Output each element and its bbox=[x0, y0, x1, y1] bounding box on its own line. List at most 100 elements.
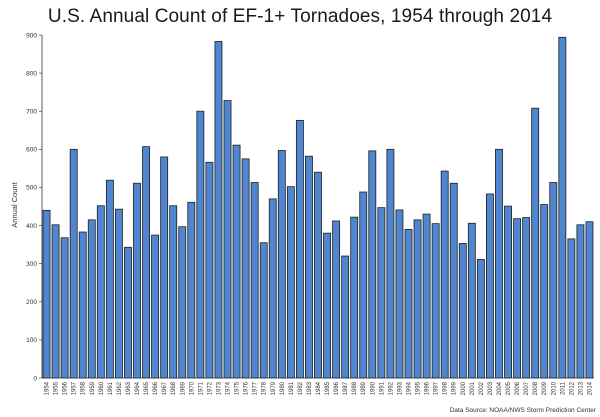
bar-1984 bbox=[314, 171, 322, 379]
x-tick-label: 1976 bbox=[244, 381, 250, 395]
chart-title: U.S. Annual Count of EF-1+ Tornadoes, 19… bbox=[47, 6, 553, 27]
x-tick-label: 1986 bbox=[334, 381, 340, 395]
x-tick-label: 1967 bbox=[162, 381, 168, 395]
x-tick-label: 1955 bbox=[54, 381, 60, 395]
bar-1958 bbox=[78, 231, 87, 379]
x-tick-label: 1984 bbox=[316, 381, 322, 395]
x-tick-label: 1998 bbox=[443, 381, 449, 395]
bar-1982 bbox=[295, 119, 304, 379]
bar-1986 bbox=[332, 220, 341, 379]
x-tick-label: 1994 bbox=[406, 381, 412, 395]
bar-1990 bbox=[368, 150, 377, 379]
x-tick-label: 1979 bbox=[271, 381, 277, 395]
x-tick-label: 1981 bbox=[289, 381, 295, 395]
x-tick-label: 1973 bbox=[216, 381, 222, 395]
bar-1957 bbox=[69, 148, 78, 379]
bar-2000 bbox=[458, 243, 467, 379]
bar-1991 bbox=[377, 207, 386, 379]
x-tick-label: 1995 bbox=[416, 381, 422, 395]
x-tick-label: 1971 bbox=[198, 381, 204, 395]
bar-2002 bbox=[476, 259, 485, 379]
x-tick-label: 1966 bbox=[153, 381, 159, 395]
x-tick-label: 2005 bbox=[506, 381, 512, 395]
x-tick-label: 2006 bbox=[515, 381, 521, 395]
x-tick-label: 1969 bbox=[180, 381, 186, 395]
x-tick-label: 2014 bbox=[587, 381, 593, 395]
x-tick-label: 1972 bbox=[207, 381, 213, 395]
x-tick-label: 1975 bbox=[235, 381, 241, 395]
bar-1963 bbox=[124, 246, 132, 379]
x-tick-label: 1964 bbox=[135, 381, 141, 395]
y-tick-label: 700 bbox=[26, 109, 37, 116]
bar-2003 bbox=[486, 193, 494, 379]
bar-1999 bbox=[449, 182, 458, 379]
bar-1979 bbox=[268, 198, 277, 379]
x-tick-label: 2011 bbox=[560, 381, 566, 395]
x-tick-label: 1957 bbox=[72, 381, 78, 395]
x-tick-label: 1987 bbox=[343, 381, 349, 395]
x-tick-label: 1974 bbox=[226, 381, 232, 395]
bar-2009 bbox=[540, 204, 549, 379]
x-tick-label: 1954 bbox=[45, 381, 51, 395]
x-tick-label: 1965 bbox=[144, 381, 150, 395]
bar-1956 bbox=[60, 237, 69, 379]
bar-1961 bbox=[105, 179, 114, 379]
bar-1980 bbox=[277, 150, 286, 379]
x-tick-label: 1961 bbox=[108, 381, 114, 395]
bar-2004 bbox=[495, 148, 503, 379]
bar-1965 bbox=[142, 146, 150, 379]
x-tick-label: 1970 bbox=[189, 381, 195, 395]
x-tick-label: 1956 bbox=[63, 381, 69, 395]
y-axis-label: Annual Count bbox=[10, 181, 19, 227]
x-tick-label: 1996 bbox=[425, 381, 431, 395]
x-tick-label: 1985 bbox=[325, 381, 331, 395]
x-tick-label: 1983 bbox=[307, 381, 313, 395]
bar-1974 bbox=[223, 100, 232, 379]
bar-1975 bbox=[232, 144, 241, 379]
y-axis-label-group: Annual Count bbox=[10, 181, 19, 227]
bar-1955 bbox=[51, 224, 60, 379]
bar-1976 bbox=[241, 158, 250, 379]
x-tick-label: 1960 bbox=[99, 381, 105, 395]
bar-1977 bbox=[250, 182, 259, 379]
x-tick-label: 2012 bbox=[569, 381, 575, 395]
x-tick-label: 1959 bbox=[90, 381, 96, 395]
bar-1978 bbox=[259, 242, 268, 379]
y-tick-label: 900 bbox=[26, 32, 37, 39]
x-tick-label: 2002 bbox=[479, 381, 485, 395]
x-tick-label: 1978 bbox=[262, 381, 268, 395]
bar-2007 bbox=[522, 217, 531, 379]
bar-1983 bbox=[305, 155, 313, 379]
bar-1987 bbox=[341, 255, 350, 379]
bar-1959 bbox=[87, 219, 96, 379]
bar-1972 bbox=[205, 161, 214, 379]
bar-1968 bbox=[169, 205, 178, 379]
x-tick-label: 1990 bbox=[370, 381, 376, 395]
y-tick-label: 400 bbox=[26, 223, 37, 230]
y-tick-label: 500 bbox=[26, 185, 37, 192]
y-tick-label: 200 bbox=[26, 299, 37, 306]
source-note: Data Source: NOAA/NWS Storm Prediction C… bbox=[450, 407, 597, 414]
bar-1989 bbox=[359, 191, 368, 379]
bar-1998 bbox=[440, 170, 449, 379]
bar-1994 bbox=[404, 228, 413, 379]
bar-2006 bbox=[513, 218, 522, 379]
bar-1954 bbox=[42, 209, 51, 379]
bars bbox=[42, 36, 594, 379]
y-tick-label: 300 bbox=[26, 261, 37, 268]
x-tick-label: 1988 bbox=[352, 381, 358, 395]
x-tick-label: 1999 bbox=[452, 381, 458, 395]
bar-2014 bbox=[585, 221, 594, 379]
bar-2013 bbox=[576, 224, 585, 379]
bar-1996 bbox=[422, 213, 431, 379]
x-tick-label: 2000 bbox=[461, 381, 467, 395]
x-tick-label: 1962 bbox=[117, 381, 123, 395]
y-tick-label: 600 bbox=[26, 147, 37, 154]
bar-2008 bbox=[531, 107, 540, 379]
x-tick-label: 1982 bbox=[298, 381, 304, 395]
bar-2005 bbox=[504, 205, 512, 379]
x-tick-label: 1992 bbox=[388, 381, 394, 395]
bar-2001 bbox=[467, 222, 476, 379]
y-axis-ticks: 0 100 200 300 400 500 600 700 800 900 bbox=[26, 32, 42, 382]
